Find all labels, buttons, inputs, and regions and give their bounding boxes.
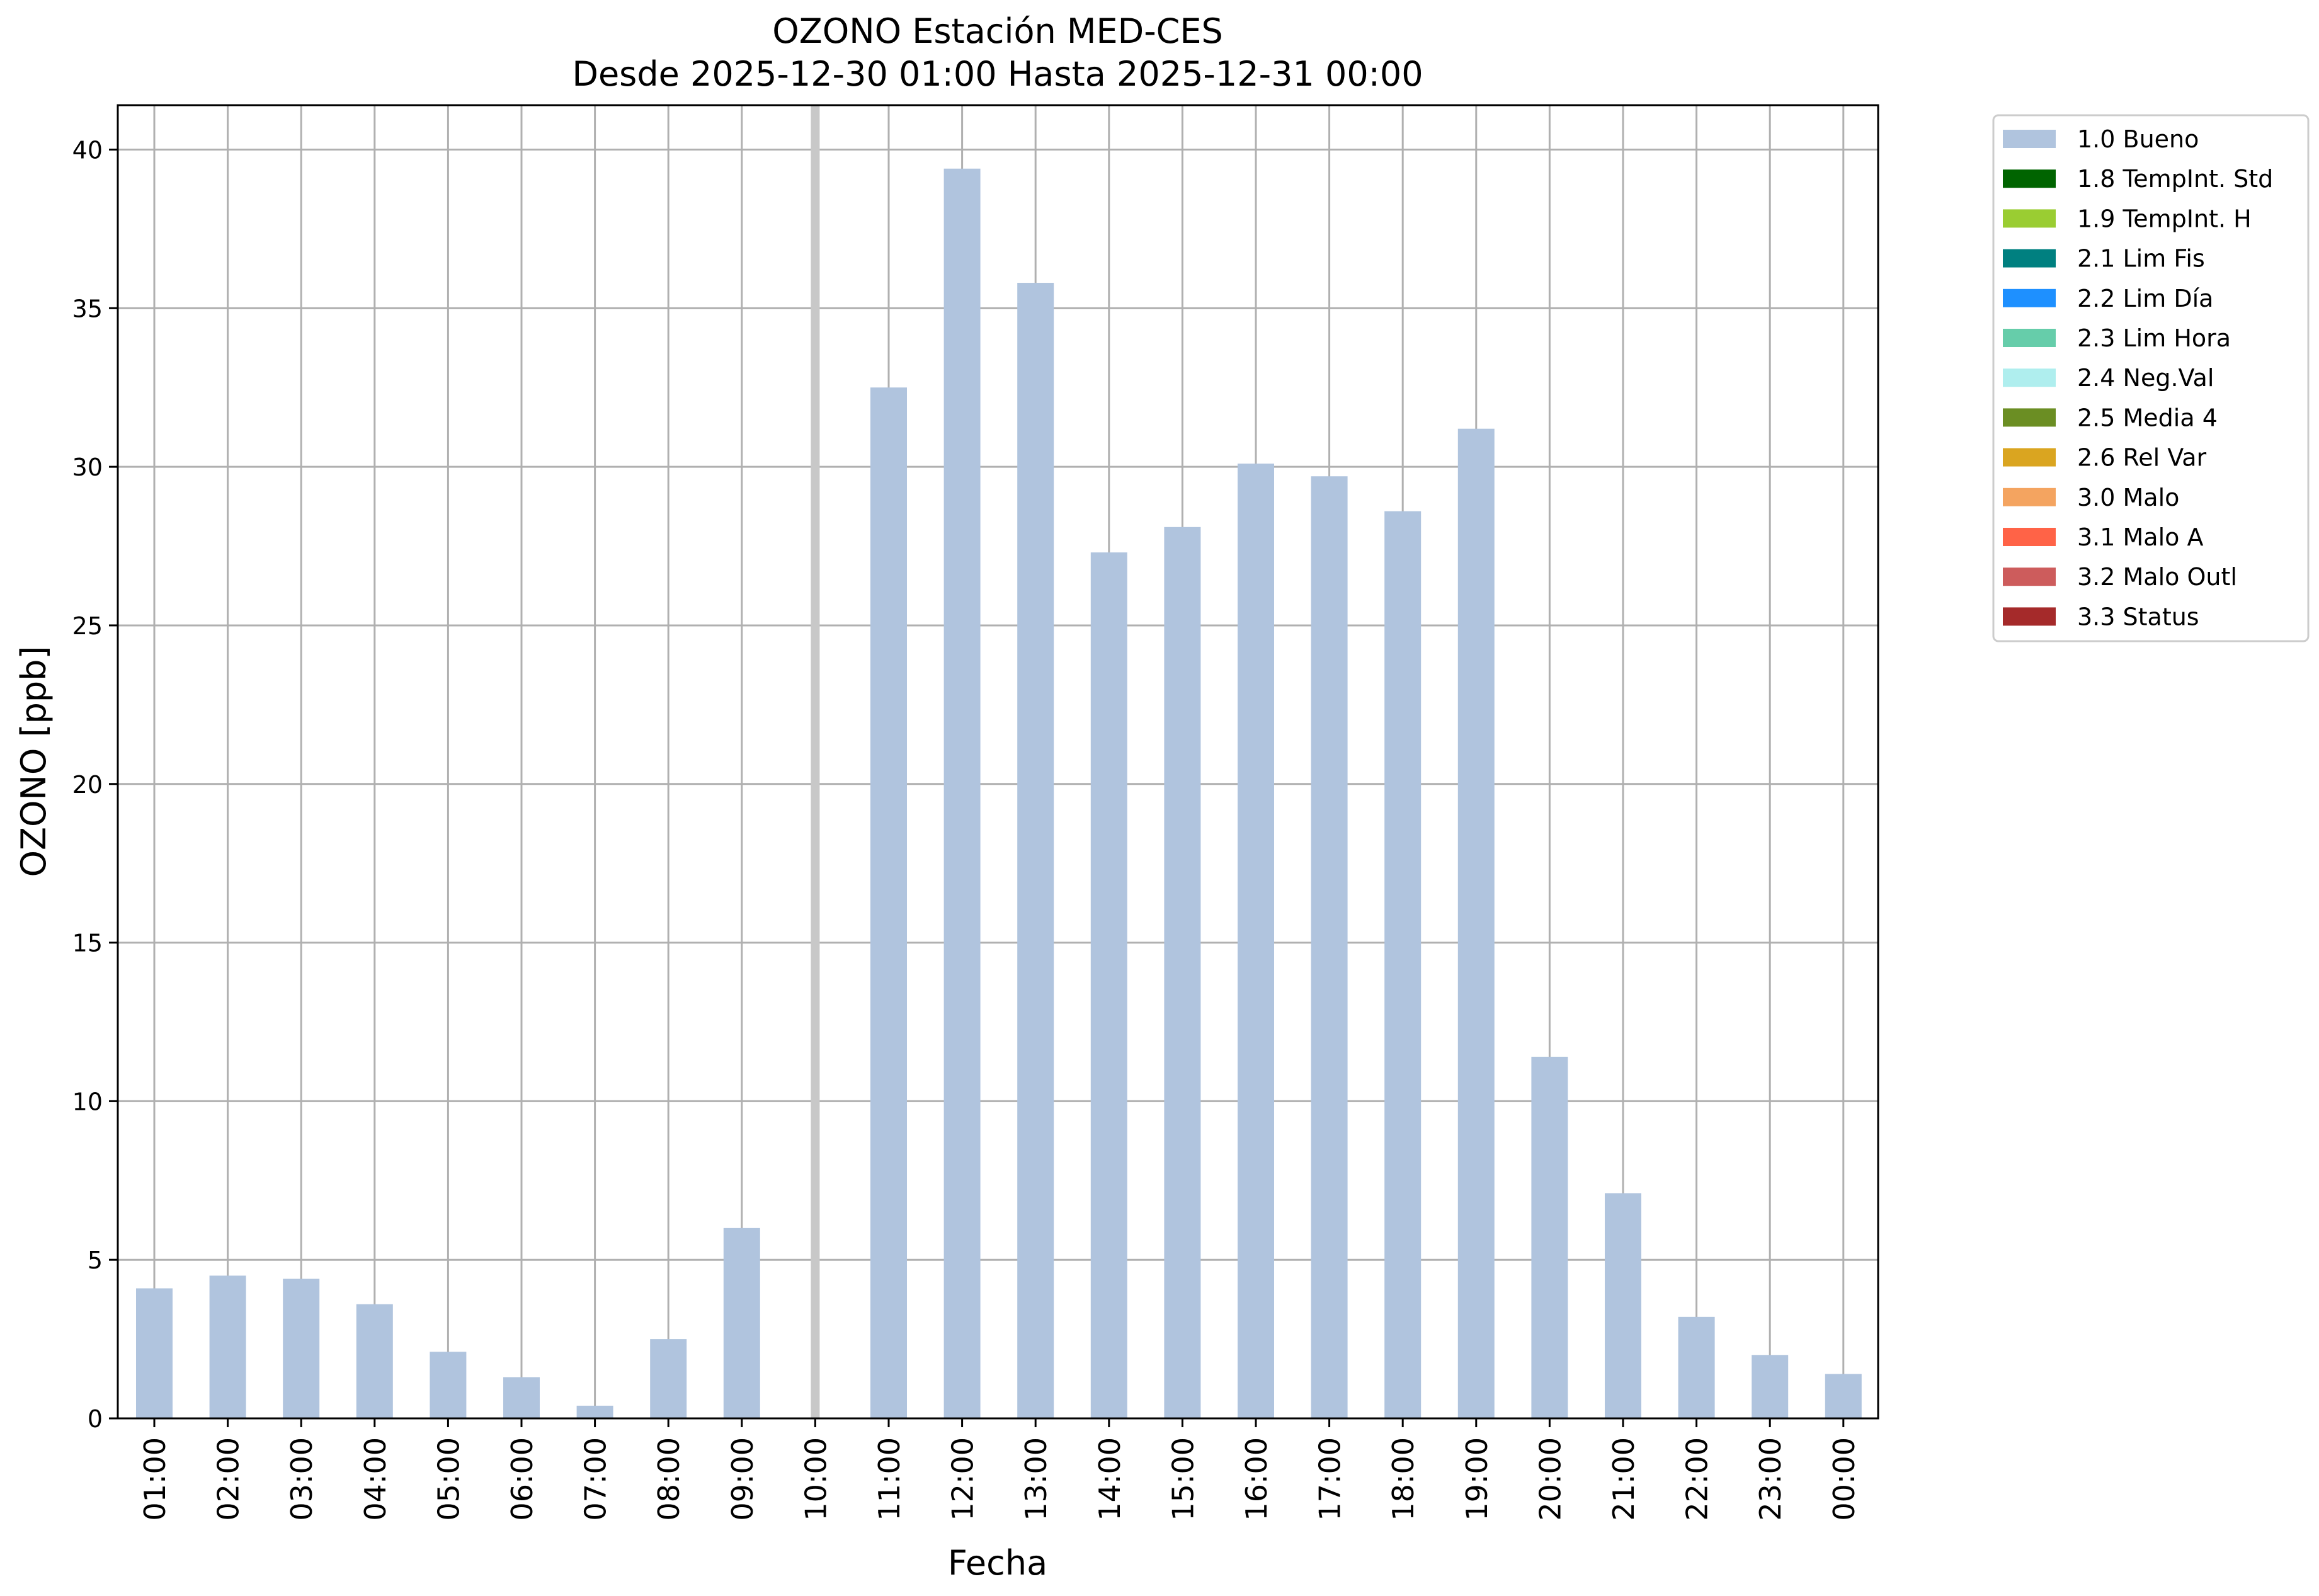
x-tick-label: 09:00	[726, 1437, 760, 1521]
bar	[356, 1304, 393, 1418]
y-axis-label: OZONO [ppb]	[14, 646, 54, 877]
chart-subtitle: Desde 2025-12-30 01:00 Hasta 2025-12-31 …	[572, 54, 1423, 94]
x-tick-label: 22:00	[1680, 1437, 1714, 1521]
plot-frame	[117, 104, 1879, 1420]
x-tick-label: 16:00	[1239, 1437, 1273, 1521]
x-tick-label: 11:00	[872, 1437, 906, 1521]
bar	[1311, 476, 1348, 1418]
legend-swatch	[2003, 567, 2056, 586]
x-tick-label: 03:00	[285, 1437, 319, 1521]
bar	[430, 1352, 467, 1418]
y-tick-label: 40	[72, 137, 103, 164]
y-tick-label: 25	[72, 612, 103, 640]
x-tick-label: 06:00	[505, 1437, 539, 1521]
bar	[1825, 1374, 1862, 1418]
bar	[1384, 511, 1422, 1418]
legend-label: 3.0 Malo	[2077, 484, 2179, 511]
legend-swatch	[2003, 130, 2056, 148]
x-tick-label: 10:00	[799, 1437, 833, 1521]
legend-swatch	[2003, 249, 2056, 268]
legend-label: 2.1 Lim Fis	[2077, 245, 2205, 273]
x-tick-label: 18:00	[1386, 1437, 1420, 1521]
bar	[136, 1288, 173, 1418]
y-tick-label: 30	[72, 453, 103, 481]
bar	[1090, 552, 1127, 1419]
legend-swatch	[2003, 368, 2056, 387]
legend-frame	[1992, 114, 2310, 642]
legend-label: 1.0 Bueno	[2077, 125, 2199, 153]
x-tick-label: 00:00	[1827, 1437, 1861, 1521]
bar	[1164, 527, 1201, 1418]
x-tick-label: 12:00	[946, 1437, 980, 1521]
bar	[1678, 1316, 1715, 1418]
bar	[1752, 1355, 1789, 1418]
legend-swatch	[2003, 209, 2056, 228]
y-tick-label: 0	[88, 1405, 103, 1433]
legend: 1.0 Bueno 1.8 TempInt. Std 1.9 TempInt. H 2…	[1992, 114, 2310, 642]
legend-label: 2.5 Media 4	[2077, 404, 2218, 431]
x-tick-label: 17:00	[1313, 1437, 1347, 1521]
legend-label: 2.6 Rel Var	[2077, 444, 2207, 472]
legend-label: 3.2 Malo Outl	[2077, 563, 2237, 591]
legend-label: 3.1 Malo A	[2077, 523, 2203, 551]
x-tick-label: 07:00	[579, 1437, 613, 1521]
legend-label: 3.3 Status	[2077, 603, 2199, 630]
bar	[943, 168, 981, 1419]
y-tick-label: 10	[72, 1088, 103, 1115]
bar	[503, 1377, 540, 1418]
legend-swatch	[2003, 169, 2056, 188]
bar	[1017, 283, 1054, 1418]
x-tick-label: 20:00	[1533, 1437, 1567, 1521]
x-tick-label: 15:00	[1166, 1437, 1200, 1521]
x-tick-label: 14:00	[1093, 1437, 1127, 1521]
x-tick-label: 23:00	[1753, 1437, 1787, 1521]
x-tick-label: 01:00	[138, 1437, 172, 1521]
legend-label: 2.2 Lim Día	[2077, 285, 2213, 312]
x-tick-label: 13:00	[1019, 1437, 1053, 1521]
legend-swatch	[2003, 448, 2056, 467]
x-axis-label: Fecha	[948, 1543, 1047, 1583]
bar	[870, 387, 907, 1418]
legend-swatch	[2003, 487, 2056, 506]
bar	[1605, 1193, 1641, 1418]
y-tick-label: 35	[72, 295, 103, 322]
legend-label: 2.3 Lim Hora	[2077, 324, 2231, 352]
x-tick-label: 21:00	[1607, 1437, 1641, 1521]
x-tick-label: 08:00	[652, 1437, 686, 1521]
y-tick-label: 15	[72, 930, 103, 957]
bar	[650, 1339, 687, 1418]
bar	[576, 1405, 613, 1418]
bar	[723, 1228, 760, 1418]
bars	[136, 105, 1862, 1419]
bar	[1457, 428, 1495, 1418]
legend-swatch	[2003, 288, 2056, 307]
y-tick-label: 20	[72, 771, 103, 799]
legend-swatch	[2003, 329, 2056, 347]
y-axis-ticks: 0 5 10 15 20 25 30 35 40	[72, 137, 118, 1433]
missing-data-marker	[811, 105, 820, 1418]
x-tick-label: 05:00	[431, 1437, 465, 1521]
legend-swatch	[2003, 528, 2056, 546]
legend-label: 2.4 Neg.Val	[2077, 364, 2214, 392]
bar	[1238, 464, 1274, 1418]
legend-label: 1.9 TempInt. H	[2077, 205, 2252, 232]
y-tick-label: 5	[88, 1246, 103, 1274]
bar	[1531, 1056, 1568, 1418]
legend-label: 1.8 TempInt. Std	[2077, 165, 2273, 193]
legend-swatch	[2003, 607, 2056, 626]
bar	[209, 1275, 246, 1418]
x-tick-label: 19:00	[1460, 1437, 1494, 1521]
x-tick-label: 04:00	[358, 1437, 392, 1521]
x-tick-label: 02:00	[212, 1437, 246, 1521]
chart-title: OZONO Estación MED-CES	[772, 11, 1223, 51]
x-axis-ticks: 01:00 02:00 03:00 04:00 05:00 06:00 07:00 08:00…	[138, 1418, 1861, 1521]
legend-swatch	[2003, 408, 2056, 427]
bar	[283, 1279, 320, 1418]
